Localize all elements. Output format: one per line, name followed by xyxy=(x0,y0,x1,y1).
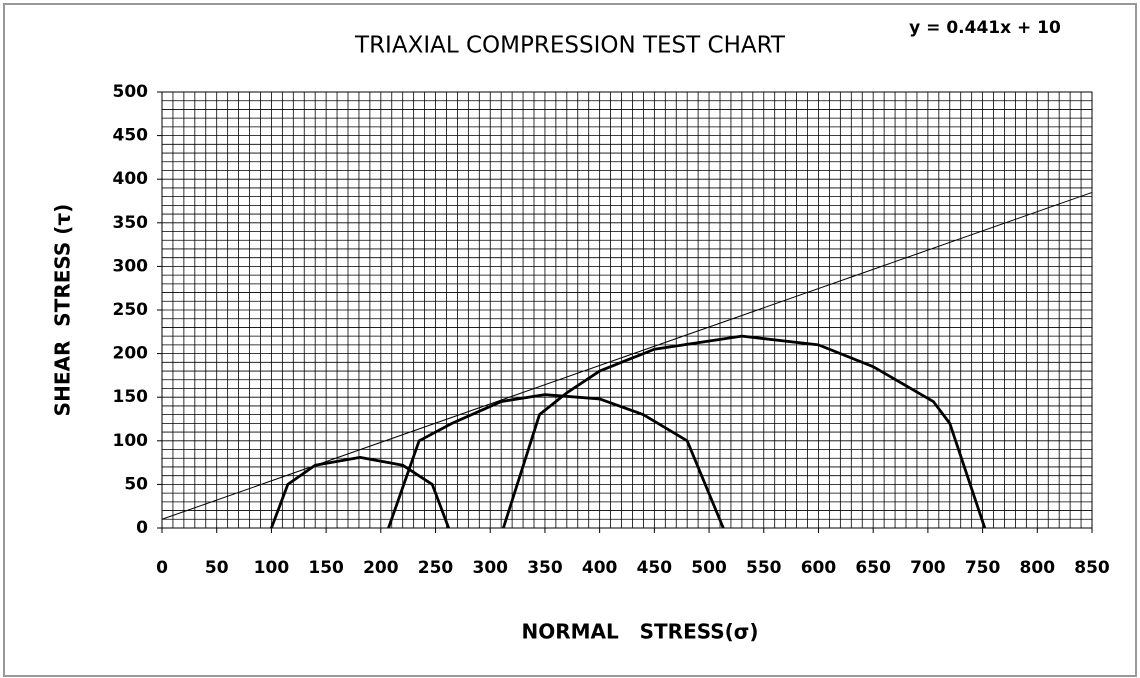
y-tick-label: 0 xyxy=(136,518,148,538)
equation-annotation: y = 0.441x + 10 xyxy=(909,18,1061,38)
x-tick-label: 700 xyxy=(910,558,946,578)
x-tick-label: 850 xyxy=(1074,558,1110,578)
series-line xyxy=(502,334,987,529)
x-tick-label: 500 xyxy=(691,558,727,578)
chart-title: TRIAXIAL COMPRESSION TEST CHART xyxy=(354,33,786,59)
y-tick-label: 450 xyxy=(113,126,149,146)
series-line xyxy=(161,191,1093,520)
series-line xyxy=(270,455,450,529)
x-tick-label: 250 xyxy=(418,558,454,578)
x-tick-label: 400 xyxy=(582,558,618,578)
x-tick-label: 50 xyxy=(205,558,229,578)
plot-border xyxy=(161,91,1093,529)
y-tick-label: 200 xyxy=(113,344,149,364)
x-tick-label: 200 xyxy=(363,558,399,578)
x-tick-label: 550 xyxy=(746,558,782,578)
x-tick-label: 650 xyxy=(855,558,891,578)
x-tick-label: 100 xyxy=(254,558,290,578)
x-tick-label: 300 xyxy=(472,558,508,578)
x-tick-label: 450 xyxy=(637,558,673,578)
y-axis-title: SHEAR STRESS (τ) xyxy=(51,204,75,417)
y-tick-label: 350 xyxy=(113,213,149,233)
y-tick-label: 400 xyxy=(113,169,149,189)
y-tick-label: 150 xyxy=(113,387,149,407)
x-tick-label: 600 xyxy=(801,558,837,578)
y-tick-label: 250 xyxy=(113,300,149,320)
x-tick-label: 0 xyxy=(156,558,168,578)
y-tick-label: 300 xyxy=(113,256,149,276)
y-tick-label: 100 xyxy=(113,431,149,451)
x-tick-label: 350 xyxy=(527,558,563,578)
x-tick-label: 150 xyxy=(308,558,344,578)
x-axis-title: NORMAL STRESS(σ) xyxy=(521,620,758,644)
y-tick-label: 500 xyxy=(113,82,149,102)
chart-frame xyxy=(3,3,1137,677)
y-tick-label: 50 xyxy=(124,474,148,494)
series-line xyxy=(387,393,725,529)
x-tick-label: 800 xyxy=(1020,558,1056,578)
plot-area xyxy=(161,191,1093,529)
x-tick-label: 750 xyxy=(965,558,1001,578)
